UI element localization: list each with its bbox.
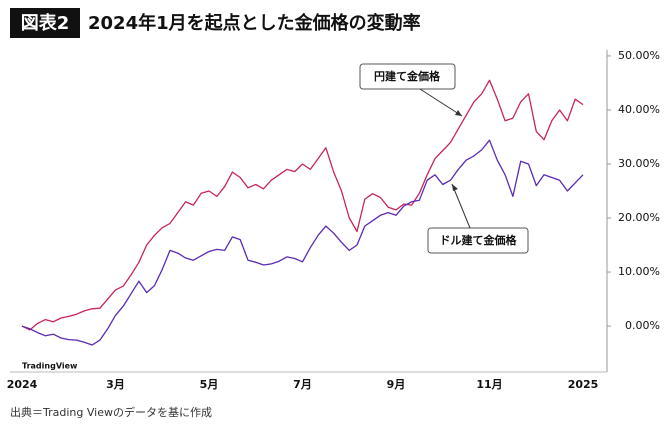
- x-tick-label: 3月: [106, 378, 125, 391]
- x-tick-label: 7月: [293, 378, 312, 391]
- annotation-box: [427, 227, 529, 254]
- badge-bg: [10, 8, 80, 38]
- y-tick-label: 0.00%: [625, 319, 660, 332]
- x-tick-label: 2025: [568, 378, 599, 391]
- annotations: 円建て金価格 ドル建て金価格: [359, 63, 529, 254]
- annotation-box: [359, 63, 456, 90]
- series-line: [21, 79, 584, 331]
- x-tick-label: 9月: [387, 378, 406, 391]
- y-tick-label: 50.00%: [618, 49, 660, 62]
- annotation: 円建て金価格: [374, 69, 441, 83]
- y-tick-label: 10.00%: [618, 265, 660, 278]
- x-tick-label: 11月: [476, 378, 502, 391]
- arrowhead: [455, 110, 462, 116]
- y-tick-label: 20.00%: [618, 211, 660, 224]
- arrowhead: [452, 184, 458, 191]
- badge: 図表2: [21, 12, 70, 34]
- watermark: TradingView: [22, 362, 78, 371]
- series-line: [21, 139, 584, 346]
- annotation-arrow: [419, 88, 463, 117]
- x-tick-label: 2024: [7, 378, 38, 391]
- y-tick-label: 30.00%: [618, 157, 660, 170]
- annotation-arrow: [451, 183, 471, 229]
- chart-title: 2024年1月を起点とした金価格の変動率: [88, 12, 421, 34]
- x-tick-label: 5月: [200, 378, 219, 391]
- annotation: ドル建て金価格: [440, 233, 518, 247]
- y-tick-label: 40.00%: [618, 103, 660, 116]
- source: 出典＝Trading Viewのデータを基に作成: [10, 405, 212, 419]
